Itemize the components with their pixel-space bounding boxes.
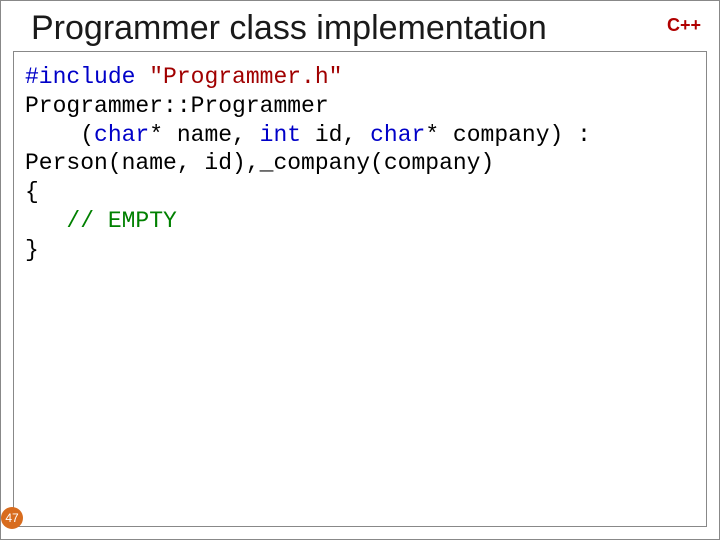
slide-container: Programmer class implementation C++ #inc…	[0, 0, 720, 540]
code-text: * company) :	[425, 122, 591, 148]
slide-number: 47	[5, 511, 18, 525]
code-keyword: int	[260, 122, 301, 148]
code-keyword: char	[94, 122, 149, 148]
code-text: * name,	[149, 122, 259, 148]
language-badge: C++	[667, 15, 701, 36]
slide-title: Programmer class implementation	[31, 9, 547, 48]
code-text: }	[25, 237, 39, 263]
code-text: Person(name, id),_company(company)	[25, 150, 494, 176]
code-text: {	[25, 179, 39, 205]
code-comment: // EMPTY	[66, 208, 176, 234]
code-text: (	[25, 122, 94, 148]
code-string: "Programmer.h"	[149, 64, 342, 90]
code-block: #include "Programmer.h" Programmer::Prog…	[25, 63, 695, 264]
code-text	[25, 208, 66, 234]
code-keyword: #include	[25, 64, 149, 90]
code-keyword: char	[370, 122, 425, 148]
code-text: Programmer::Programmer	[25, 93, 329, 119]
slide-number-badge: 47	[1, 507, 23, 529]
code-text: id,	[301, 122, 370, 148]
